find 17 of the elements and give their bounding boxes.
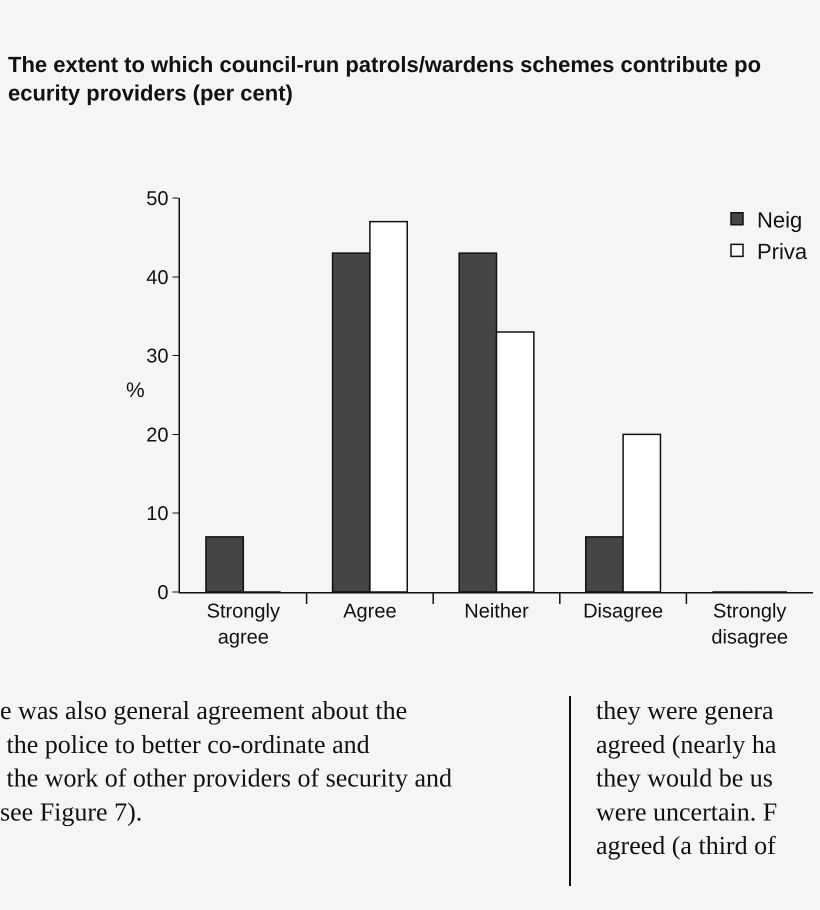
chart-title: The extent to which council-run patrols/wardens schemes contribute po ecurity providers (per cent) [8, 52, 762, 106]
x-tick-label: Agree [343, 600, 397, 622]
x-tick-label: Strongly agree [206, 600, 280, 648]
y-tick-label: 20 [146, 424, 168, 446]
x-tick-label: Neither [464, 600, 530, 622]
y-tick-label: 40 [146, 266, 168, 289]
legend-label: Neig [757, 207, 802, 232]
y-tick-label: 30 [146, 346, 168, 368]
x-tick-label: Strongly disagree [711, 600, 788, 648]
y-tick-label: 10 [146, 503, 168, 526]
x-tick-label: Disagree [583, 600, 664, 622]
text: they were genera agreed (nearly ha they would be us were uncertain. F agreed (a third of [596, 696, 778, 860]
legend-label: Priva [757, 238, 808, 264]
y-tick-label: 50 [146, 188, 168, 210]
text: e was also general agreement about the the police to better co-ordinate and the work of other providers of security and see Figure 7). [0, 696, 452, 826]
y-tick-label: 0 [157, 582, 168, 604]
y-axis-title: % [126, 379, 145, 402]
